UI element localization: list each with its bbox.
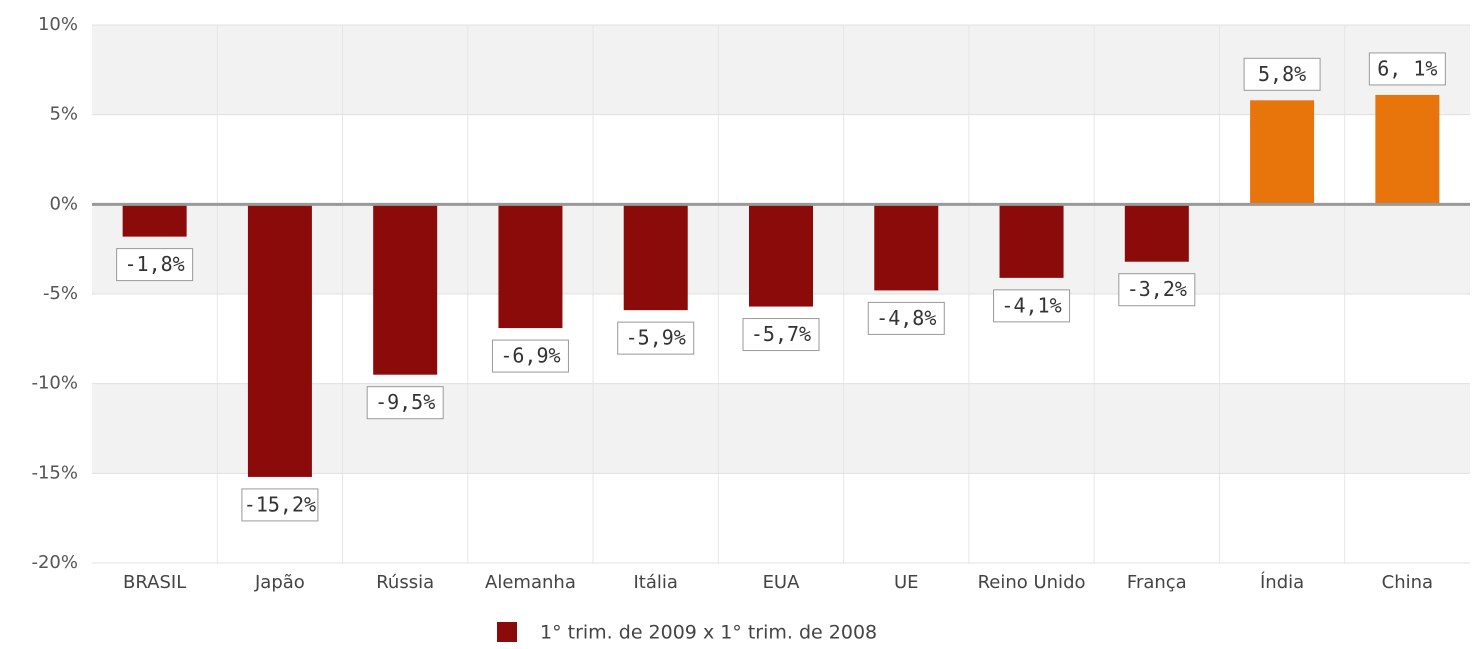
value-label-box: 5,8% xyxy=(1243,57,1321,91)
y-tick-label: -10% xyxy=(31,373,78,394)
y-tick-label: 5% xyxy=(49,104,78,125)
bar xyxy=(498,204,563,329)
value-label-box: -1,8% xyxy=(116,248,194,282)
bar xyxy=(1250,100,1315,205)
value-label: -3,2% xyxy=(1127,277,1187,301)
grid-band xyxy=(92,25,1470,115)
value-label-box: -6,9% xyxy=(491,339,569,373)
value-label-bg xyxy=(742,318,820,352)
value-label-box: -4,1% xyxy=(993,289,1071,323)
value-label-bg xyxy=(617,321,695,355)
value-label-bg xyxy=(241,488,319,522)
value-label: -4,1% xyxy=(1001,293,1061,317)
grid-band xyxy=(92,383,1470,474)
bar xyxy=(874,204,939,291)
value-label-bg xyxy=(366,386,444,420)
bar xyxy=(749,204,813,307)
legend-label: 1° trim. de 2009 x 1° trim. de 2008 xyxy=(540,622,877,644)
x-tick-label: Índia xyxy=(1260,571,1304,593)
bar xyxy=(247,204,312,477)
value-label: -9,5% xyxy=(375,390,435,414)
y-tick-label: -5% xyxy=(43,283,78,304)
value-label-bg xyxy=(491,339,569,373)
bar xyxy=(122,204,187,237)
x-tick-label: EUA xyxy=(763,572,801,593)
bar xyxy=(623,204,688,311)
x-tick-label: França xyxy=(1127,572,1187,593)
value-label: -1,8% xyxy=(125,252,185,276)
value-label: 6, 1% xyxy=(1377,56,1437,80)
value-label-bg xyxy=(993,289,1071,323)
value-label-box: -5,9% xyxy=(617,321,695,355)
value-label-bg xyxy=(1368,52,1446,86)
value-label-bg xyxy=(1118,273,1196,307)
value-label-box: -3,2% xyxy=(1118,273,1196,307)
bar xyxy=(1124,204,1189,262)
value-label-box: -4,8% xyxy=(867,301,945,335)
legend-swatch xyxy=(497,622,517,642)
bar xyxy=(1375,94,1440,205)
value-label-box: -9,5% xyxy=(366,386,444,420)
y-tick-label: -15% xyxy=(31,462,78,483)
value-label: -5,7% xyxy=(751,322,811,346)
value-label: -5,9% xyxy=(626,326,686,350)
value-label: -15,2% xyxy=(244,492,316,516)
value-label: 5,8% xyxy=(1258,62,1306,86)
value-label-box: -15,2% xyxy=(241,488,319,522)
value-label-bg xyxy=(1243,57,1321,91)
x-tick-label: Japão xyxy=(254,572,305,593)
grid-band xyxy=(92,473,1470,563)
value-label-box: 6, 1% xyxy=(1368,52,1446,86)
grid-band xyxy=(92,114,1470,205)
y-tick-label: 0% xyxy=(49,193,78,214)
x-tick-label: BRASIL xyxy=(123,572,186,593)
x-tick-label: China xyxy=(1382,572,1433,593)
bar xyxy=(373,204,438,375)
x-tick-label: Reino Unido xyxy=(978,572,1086,593)
x-tick-label: Itália xyxy=(634,572,678,593)
bar xyxy=(999,204,1064,278)
x-tick-label: UE xyxy=(894,572,919,593)
value-label: -6,9% xyxy=(500,344,560,368)
value-label: -4,8% xyxy=(876,306,936,330)
y-tick-label: 10% xyxy=(38,14,78,35)
y-tick-label: -20% xyxy=(31,552,78,573)
x-tick-label: Rússia xyxy=(376,572,434,593)
value-label-bg xyxy=(116,248,194,282)
value-label-box: -5,7% xyxy=(742,318,820,352)
value-label-bg xyxy=(867,301,945,335)
x-tick-label: Alemanha xyxy=(485,572,576,593)
